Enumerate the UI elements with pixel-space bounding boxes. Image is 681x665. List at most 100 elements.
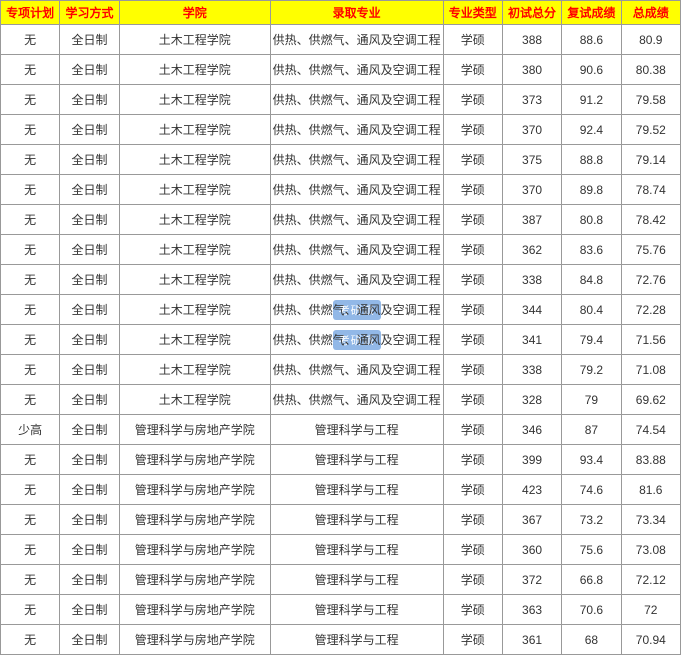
- table-cell: 71.08: [621, 355, 680, 385]
- table-cell: 70.6: [562, 595, 621, 625]
- table-row: 无全日制管理科学与房地产学院管理科学与工程学硕37266.872.12: [1, 565, 681, 595]
- table-cell: 供热、供燃气、通风及空调工程: [270, 115, 443, 145]
- table-cell: 学硕: [443, 145, 502, 175]
- table-cell: 少高: [1, 415, 60, 445]
- table-cell: 全日制: [60, 205, 119, 235]
- table-cell: 管理科学与房地产学院: [119, 535, 270, 565]
- table-cell: 管理科学与工程: [270, 565, 443, 595]
- cell-text: 供热、供燃气、通风及空调工程: [273, 333, 441, 347]
- table-cell: 管理科学与工程: [270, 625, 443, 655]
- table-cell: 87: [562, 415, 621, 445]
- table-cell: 学硕: [443, 205, 502, 235]
- table-row: 无全日制管理科学与房地产学院管理科学与工程学硕39993.483.88: [1, 445, 681, 475]
- table-cell: 全日制: [60, 145, 119, 175]
- table-cell: 无: [1, 175, 60, 205]
- table-cell: 68: [562, 625, 621, 655]
- table-row: 无全日制土木工程学院考研派供热、供燃气、通风及空调工程学硕34179.471.5…: [1, 325, 681, 355]
- table-cell: 88.8: [562, 145, 621, 175]
- table-row: 无全日制土木工程学院考研派供热、供燃气、通风及空调工程学硕34480.472.2…: [1, 295, 681, 325]
- table-cell: 管理科学与房地产学院: [119, 595, 270, 625]
- column-header: 总成绩: [621, 1, 680, 25]
- table-cell: 363: [502, 595, 561, 625]
- table-cell: 无: [1, 265, 60, 295]
- table-cell: 92.4: [562, 115, 621, 145]
- table-cell: 全日制: [60, 475, 119, 505]
- table-cell: 管理科学与房地产学院: [119, 565, 270, 595]
- table-cell: 无: [1, 85, 60, 115]
- table-cell: 88.6: [562, 25, 621, 55]
- table-cell: 93.4: [562, 445, 621, 475]
- table-cell: 供热、供燃气、通风及空调工程: [270, 55, 443, 85]
- table-cell: 全日制: [60, 385, 119, 415]
- table-row: 无全日制土木工程学院供热、供燃气、通风及空调工程学硕37588.879.14: [1, 145, 681, 175]
- table-cell: 73.34: [621, 505, 680, 535]
- table-cell: 79.52: [621, 115, 680, 145]
- table-cell: 管理科学与工程: [270, 445, 443, 475]
- column-header: 复试成绩: [562, 1, 621, 25]
- table-cell: 学硕: [443, 295, 502, 325]
- table-row: 无全日制土木工程学院供热、供燃气、通风及空调工程学硕37089.878.74: [1, 175, 681, 205]
- admission-data-table: 专项计划学习方式学院录取专业专业类型初试总分复试成绩总成绩 无全日制土木工程学院…: [0, 0, 681, 655]
- table-cell: 土木工程学院: [119, 265, 270, 295]
- table-cell: 79.2: [562, 355, 621, 385]
- table-cell: 72.12: [621, 565, 680, 595]
- table-cell: 供热、供燃气、通风及空调工程: [270, 85, 443, 115]
- table-cell: 370: [502, 175, 561, 205]
- table-cell: 380: [502, 55, 561, 85]
- table-cell: 全日制: [60, 85, 119, 115]
- table-cell: 供热、供燃气、通风及空调工程: [270, 385, 443, 415]
- table-cell: 全日制: [60, 25, 119, 55]
- table-cell: 管理科学与房地产学院: [119, 475, 270, 505]
- table-cell: 全日制: [60, 115, 119, 145]
- table-cell: 89.8: [562, 175, 621, 205]
- table-cell: 73.2: [562, 505, 621, 535]
- table-cell: 75.76: [621, 235, 680, 265]
- table-cell: 375: [502, 145, 561, 175]
- table-cell: 80.4: [562, 295, 621, 325]
- table-cell: 373: [502, 85, 561, 115]
- table-row: 无全日制管理科学与房地产学院管理科学与工程学硕36773.273.34: [1, 505, 681, 535]
- table-cell: 学硕: [443, 385, 502, 415]
- table-cell: 无: [1, 535, 60, 565]
- table-cell: 84.8: [562, 265, 621, 295]
- table-cell: 考研派供热、供燃气、通风及空调工程: [270, 295, 443, 325]
- table-cell: 管理科学与房地产学院: [119, 415, 270, 445]
- table-cell: 74.6: [562, 475, 621, 505]
- table-cell: 79.58: [621, 85, 680, 115]
- table-cell: 土木工程学院: [119, 55, 270, 85]
- table-cell: 学硕: [443, 115, 502, 145]
- table-cell: 学硕: [443, 535, 502, 565]
- table-cell: 无: [1, 625, 60, 655]
- table-cell: 全日制: [60, 595, 119, 625]
- table-cell: 供热、供燃气、通风及空调工程: [270, 25, 443, 55]
- table-cell: 土木工程学院: [119, 85, 270, 115]
- table-cell: 供热、供燃气、通风及空调工程: [270, 355, 443, 385]
- table-cell: 无: [1, 145, 60, 175]
- table-cell: 学硕: [443, 85, 502, 115]
- table-cell: 学硕: [443, 355, 502, 385]
- table-cell: 全日制: [60, 445, 119, 475]
- table-cell: 90.6: [562, 55, 621, 85]
- table-cell: 管理科学与房地产学院: [119, 625, 270, 655]
- table-cell: 78.74: [621, 175, 680, 205]
- table-cell: 全日制: [60, 55, 119, 85]
- table-cell: 全日制: [60, 415, 119, 445]
- column-header: 专项计划: [1, 1, 60, 25]
- table-row: 无全日制管理科学与房地产学院管理科学与工程学硕42374.681.6: [1, 475, 681, 505]
- table-cell: 83.88: [621, 445, 680, 475]
- table-cell: 土木工程学院: [119, 355, 270, 385]
- table-cell: 无: [1, 55, 60, 85]
- table-cell: 80.8: [562, 205, 621, 235]
- table-row: 无全日制土木工程学院供热、供燃气、通风及空调工程学硕3287969.62: [1, 385, 681, 415]
- table-cell: 土木工程学院: [119, 145, 270, 175]
- table-cell: 管理科学与房地产学院: [119, 445, 270, 475]
- table-cell: 学硕: [443, 475, 502, 505]
- table-cell: 学硕: [443, 445, 502, 475]
- table-cell: 全日制: [60, 325, 119, 355]
- table-cell: 无: [1, 115, 60, 145]
- table-cell: 388: [502, 25, 561, 55]
- table-cell: 管理科学与工程: [270, 595, 443, 625]
- table-cell: 学硕: [443, 505, 502, 535]
- table-cell: 360: [502, 535, 561, 565]
- table-cell: 71.56: [621, 325, 680, 355]
